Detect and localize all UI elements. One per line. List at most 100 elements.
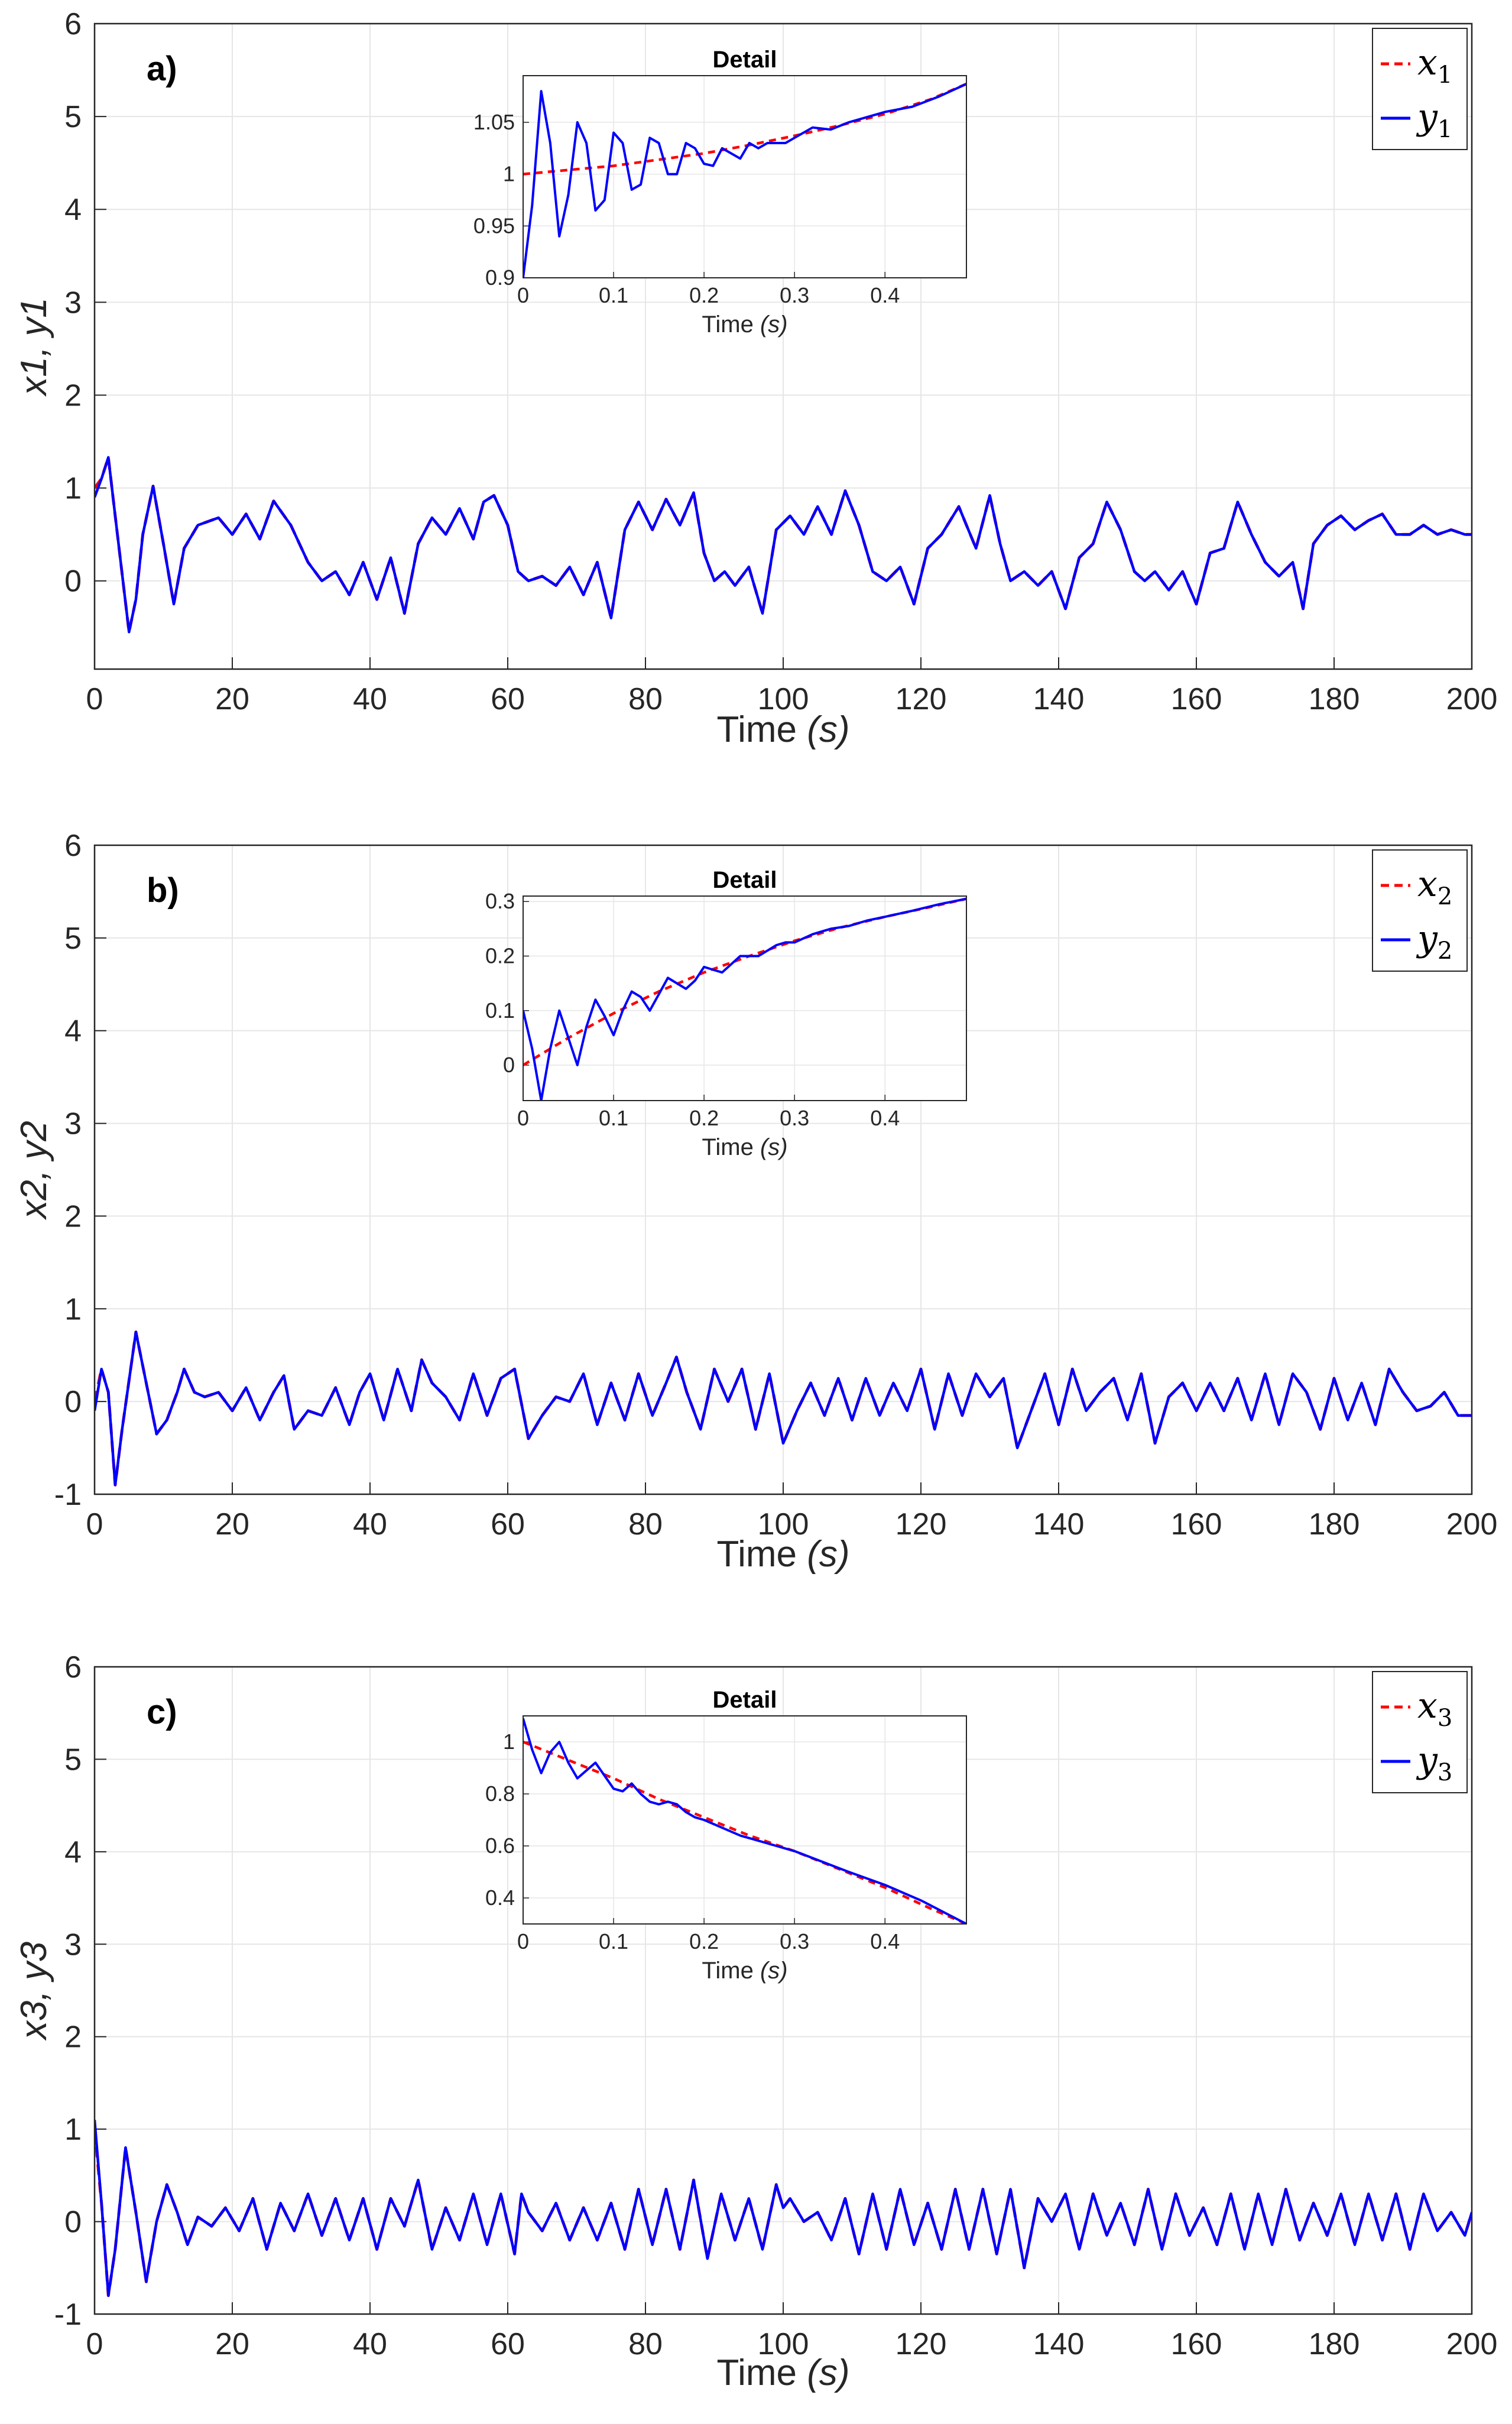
- legend-box: [1372, 28, 1468, 150]
- inset-axes-box: [523, 895, 967, 1101]
- x-tick-label: 80: [628, 682, 663, 716]
- legend-subscript: 1: [1438, 61, 1452, 89]
- inset-plot-area: [523, 896, 966, 1101]
- inset-y-tick-label: 0.1: [485, 998, 515, 1023]
- inset-plot-area: [523, 1716, 966, 1924]
- inset-chart: 0 0.1 0.2 0.3 0.4 0.9 0.95 1 1.05 Detail Time (s): [473, 47, 967, 338]
- inset-title: Detail: [713, 47, 777, 73]
- inset-x-tick-label: 0.1: [599, 1929, 628, 1954]
- inset-y-tick-label: 1: [503, 1729, 515, 1754]
- inset-y-tick-label: 0.9: [485, 265, 515, 290]
- inset-y-tick-label: 0.8: [485, 1782, 515, 1806]
- inset-y-tick-label: 0.3: [485, 889, 515, 913]
- series-line-y2: [95, 1331, 1472, 1487]
- x-tick-label: 140: [1033, 1507, 1085, 1542]
- x-tick-label: 0: [86, 2327, 103, 2361]
- y-tick-label: 5: [64, 1742, 82, 1777]
- legend-box: [1372, 1671, 1468, 1793]
- inset-series-line-y2: [523, 897, 966, 1101]
- y-axis-label: x2, y2: [14, 1121, 54, 1220]
- y-axis-label: x1, y1: [14, 297, 54, 397]
- x-tick-label: 40: [353, 1507, 387, 1542]
- inset-x-tick-label: 0: [517, 1106, 529, 1130]
- x-tick-label: 60: [491, 682, 525, 716]
- inset-title: Detail: [713, 1687, 777, 1713]
- inset-x-tick-label: 0.3: [780, 1929, 809, 1954]
- x-tick-label: 160: [1171, 1507, 1222, 1542]
- legend-label: x1: [1417, 42, 1452, 89]
- x-axis-label-unit: (s): [807, 1534, 849, 1575]
- legend-subscript: 1: [1438, 116, 1452, 143]
- inset-x-axis-label-unit: (s): [760, 311, 788, 338]
- series-line-y1: [95, 456, 1472, 634]
- x-axis-label-unit: (s): [807, 709, 849, 750]
- inset-y-tick-label: 1.05: [473, 110, 515, 134]
- inset-x-tick-label: 0.4: [870, 1929, 900, 1954]
- inset-x-axis-label-text: Time: [702, 311, 760, 338]
- y-tick-label: 0: [64, 2205, 82, 2240]
- x-axis-label-text: Time: [717, 1534, 807, 1575]
- x-tick-label: 140: [1033, 2327, 1085, 2361]
- inset-x-axis-label-unit: (s): [760, 1958, 788, 1984]
- inset-x-tick-label: 0: [517, 1929, 529, 1954]
- y-tick-label: 0: [64, 1385, 82, 1419]
- legend-symbol: x: [1417, 42, 1438, 83]
- panel-label: a): [147, 50, 177, 88]
- y-tick-label: 4: [64, 1014, 82, 1049]
- legend-subscript: 2: [1438, 883, 1452, 910]
- axes-box: [93, 844, 1473, 1495]
- y-tick-label: 6: [64, 1650, 82, 1685]
- inset-series-line-x3: [523, 1740, 966, 1924]
- x-tick-label: 0: [86, 1507, 103, 1542]
- y-tick-label: 4: [64, 1835, 82, 1870]
- x-tick-label: 60: [491, 1507, 525, 1542]
- inset-x-axis-label-text: Time: [702, 1134, 760, 1160]
- x-tick-label: 140: [1033, 682, 1085, 716]
- inset-series-line-y3: [523, 1718, 966, 1924]
- inset-x-tick-label: 0.2: [689, 283, 719, 307]
- x-tick-label: 120: [895, 2327, 947, 2361]
- x-tick-label: 20: [215, 2327, 249, 2361]
- y-tick-label: -1: [54, 1478, 82, 1512]
- panel-label: c): [147, 1693, 177, 1731]
- x-axis-label-unit: (s): [807, 2352, 849, 2393]
- y-tick-label: 5: [64, 921, 82, 956]
- chart-panel-0: 0 20 40 60 80 100 120 140 160 180 200 0 1 2 3 4 5 6 Time (…: [14, 7, 1497, 750]
- x-axis-label-text: Time: [717, 2352, 807, 2393]
- y-tick-label: 0: [64, 564, 82, 599]
- inset-x-tick-label: 0.3: [780, 283, 809, 307]
- legend-symbol: x: [1417, 864, 1438, 905]
- legend-symbol: y: [1416, 96, 1438, 138]
- x-tick-label: 200: [1446, 2327, 1498, 2361]
- x-tick-label: 160: [1171, 2327, 1222, 2361]
- inset-y-tick-label: 0.4: [485, 1886, 515, 1910]
- inset-x-tick-label: 0.4: [870, 1106, 900, 1130]
- series-line-y3: [95, 2120, 1472, 2297]
- x-tick-label: 100: [758, 2327, 809, 2361]
- x-tick-label: 120: [895, 682, 947, 716]
- y-tick-label: -1: [54, 2298, 82, 2332]
- inset-x-tick-label: 0.2: [689, 1929, 719, 1954]
- y-tick-label: 3: [64, 1927, 82, 1962]
- legend-label: x2: [1417, 864, 1452, 910]
- inset-x-axis-label: Time (s): [702, 1134, 787, 1160]
- legend-symbol: x: [1417, 1685, 1438, 1727]
- inset-y-tick-label: 1: [503, 162, 515, 186]
- inset-plot-area: [523, 76, 966, 278]
- x-tick-label: 40: [353, 682, 387, 716]
- y-tick-label: 1: [64, 2113, 82, 2147]
- inset-chart: 0 0.1 0.2 0.3 0.4 0.4 0.6 0.8 1 Detail Time (s): [485, 1687, 967, 1984]
- inset-y-tick-label: 0: [503, 1053, 515, 1077]
- inset-y-tick-label: 0.95: [473, 213, 515, 238]
- x-tick-label: 100: [758, 682, 809, 716]
- legend-subscript: 2: [1438, 937, 1452, 965]
- inset-x-axis-label: Time (s): [702, 1958, 787, 1984]
- y-tick-label: 3: [64, 285, 82, 320]
- y-tick-label: 1: [64, 1292, 82, 1326]
- inset-y-tick-label: 0.2: [485, 943, 515, 968]
- x-tick-label: 20: [215, 682, 249, 716]
- y-axis-label: x3, y3: [14, 1942, 54, 2041]
- legend-label: y3: [1416, 1740, 1452, 1786]
